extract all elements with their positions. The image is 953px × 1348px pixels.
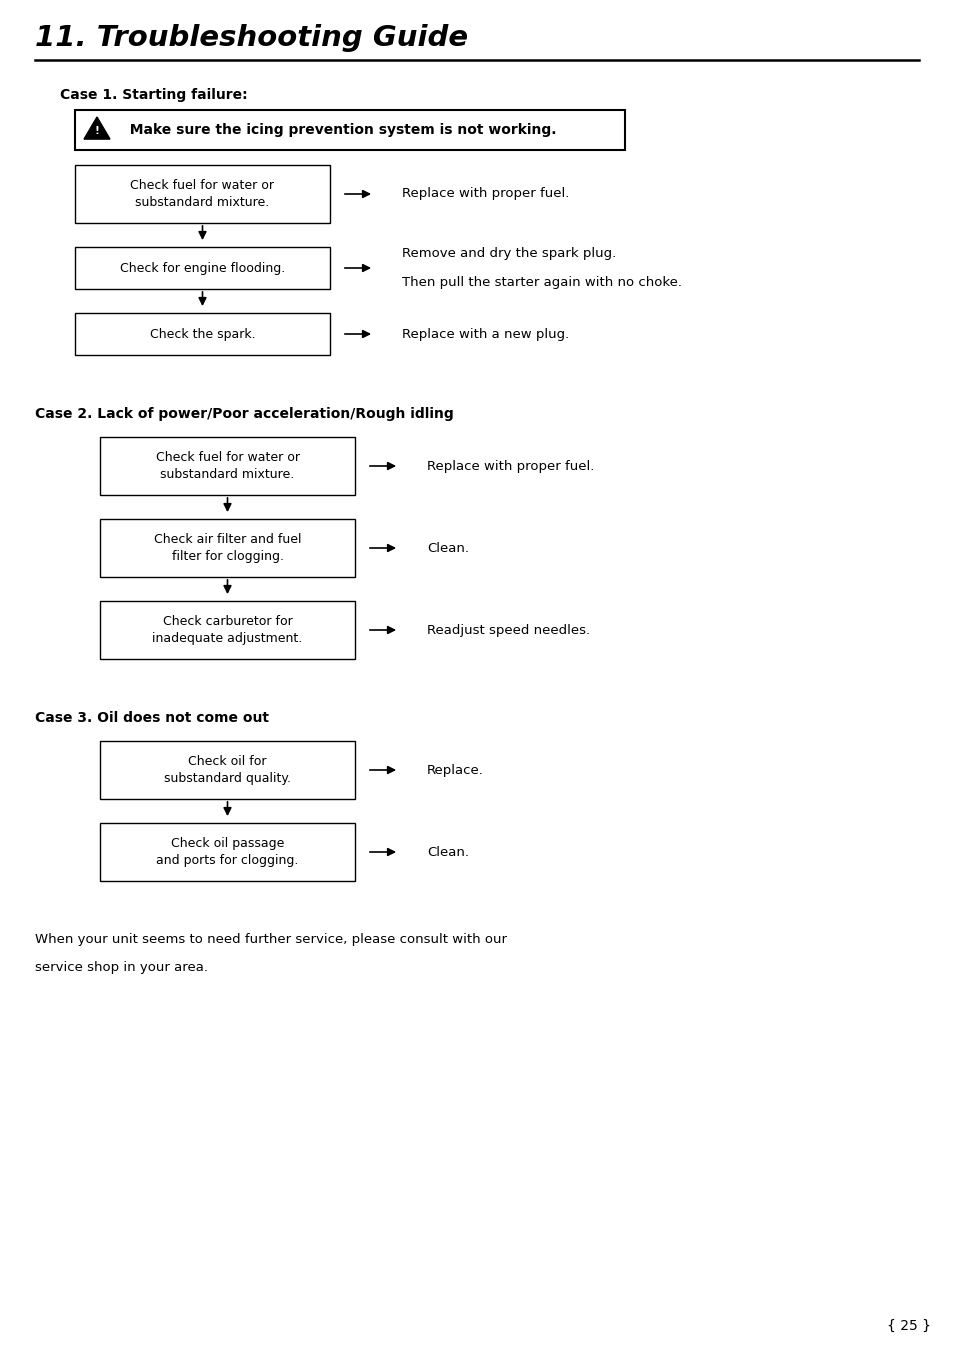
Text: service shop in your area.: service shop in your area.: [35, 961, 208, 975]
Bar: [100, 437, 355, 495]
Text: Check oil for
substandard quality.: Check oil for substandard quality.: [164, 755, 291, 785]
Text: Check oil passage
and ports for clogging.: Check oil passage and ports for clogging…: [156, 837, 298, 867]
Text: Make sure the icing prevention system is not working.: Make sure the icing prevention system is…: [120, 123, 556, 137]
Text: Replace with proper fuel.: Replace with proper fuel.: [427, 460, 594, 473]
Text: Replace with a new plug.: Replace with a new plug.: [401, 328, 569, 341]
Text: Clean.: Clean.: [427, 542, 469, 554]
Text: Clean.: Clean.: [427, 845, 469, 859]
Bar: [100, 519, 355, 577]
Text: Case 1. Starting failure:: Case 1. Starting failure:: [60, 88, 248, 102]
Text: Remove and dry the spark plug.: Remove and dry the spark plug.: [401, 247, 616, 260]
Text: When your unit seems to need further service, please consult with our: When your unit seems to need further ser…: [35, 933, 506, 946]
Text: Check fuel for water or
substandard mixture.: Check fuel for water or substandard mixt…: [131, 179, 274, 209]
Text: Case 2. Lack of power/Poor acceleration/Rough idling: Case 2. Lack of power/Poor acceleration/…: [35, 407, 454, 421]
Text: Replace.: Replace.: [427, 763, 483, 776]
Text: Replace with proper fuel.: Replace with proper fuel.: [401, 187, 569, 201]
Text: Check the spark.: Check the spark.: [150, 328, 255, 341]
Text: Check air filter and fuel
filter for clogging.: Check air filter and fuel filter for clo…: [153, 532, 301, 563]
Bar: [100, 601, 355, 659]
Bar: [75, 111, 624, 150]
Text: Readjust speed needles.: Readjust speed needles.: [427, 624, 590, 636]
Text: Check fuel for water or
substandard mixture.: Check fuel for water or substandard mixt…: [155, 452, 299, 481]
Text: 11. Troubleshooting Guide: 11. Troubleshooting Guide: [35, 24, 468, 53]
Text: { 25 }: { 25 }: [886, 1318, 930, 1333]
Bar: [100, 824, 355, 882]
Text: Check for engine flooding.: Check for engine flooding.: [120, 262, 285, 275]
Bar: [75, 313, 330, 355]
Bar: [75, 247, 330, 288]
Text: !: !: [94, 125, 99, 136]
Text: Check carburetor for
inadequate adjustment.: Check carburetor for inadequate adjustme…: [152, 615, 302, 644]
Bar: [100, 741, 355, 799]
Text: Case 3. Oil does not come out: Case 3. Oil does not come out: [35, 710, 269, 725]
Text: Then pull the starter again with no choke.: Then pull the starter again with no chok…: [401, 276, 681, 288]
Polygon shape: [84, 117, 110, 139]
Bar: [75, 164, 330, 222]
